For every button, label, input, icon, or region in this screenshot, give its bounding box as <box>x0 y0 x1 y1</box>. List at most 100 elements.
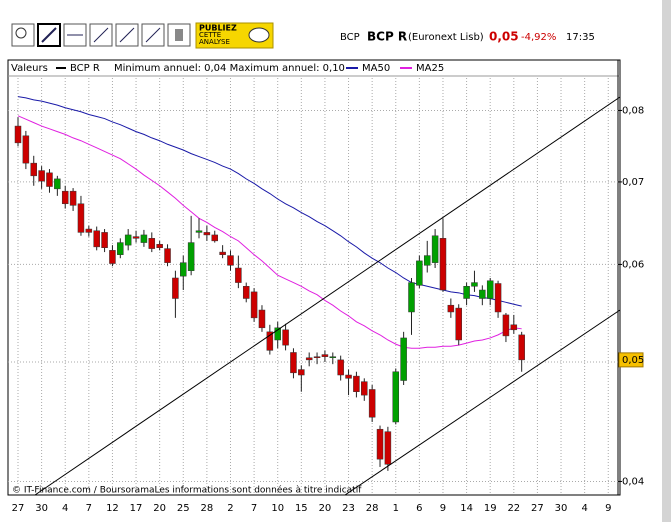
candle-body <box>148 238 156 249</box>
candle-body <box>124 234 132 246</box>
icon <box>119 27 135 43</box>
candle-body <box>227 255 234 266</box>
candle-body <box>345 374 352 379</box>
x-tick-label: 7 <box>86 503 92 514</box>
candle-body <box>471 282 478 287</box>
last-price: 0,05 <box>489 30 519 44</box>
zoom-tool[interactable] <box>11 23 35 47</box>
candle-body <box>423 255 431 266</box>
x-tick-label: 9 <box>440 503 446 514</box>
x-tick-label: 9 <box>605 503 611 514</box>
candle-body <box>132 236 140 239</box>
market: (Euronext Lisb) <box>408 32 484 43</box>
candle-body <box>211 234 218 242</box>
x-tick-label: 19 <box>484 503 497 514</box>
x-tick-label: 4 <box>581 503 587 514</box>
x-tick-label: 28 <box>201 503 214 514</box>
button-text: CETTE <box>199 31 221 39</box>
candle-body <box>203 232 211 236</box>
candle-body <box>61 190 69 205</box>
candle-body <box>187 242 195 271</box>
x-tick-label: 4 <box>62 503 68 514</box>
last-price-label: 0,05 <box>622 355 644 366</box>
button-text: PUBLIEZ <box>199 24 237 33</box>
symbol: BCP <box>340 32 360 43</box>
icon <box>93 27 109 43</box>
candle-body <box>250 291 258 319</box>
x-tick-label: 25 <box>177 503 190 514</box>
x-tick-label: 20 <box>153 503 166 514</box>
candle-body <box>85 228 93 233</box>
legend-entry: BCP R <box>70 63 100 74</box>
candle-body <box>416 260 423 286</box>
candle-body <box>101 232 108 248</box>
candle-body <box>431 235 439 263</box>
candle-body <box>353 375 360 392</box>
legend-entry: MA50 <box>362 63 390 74</box>
candle-body <box>30 162 37 177</box>
trend-line <box>34 96 621 496</box>
candle-body <box>274 327 281 341</box>
candle-body <box>258 309 266 329</box>
icon <box>248 27 270 43</box>
x-tick-label: 7 <box>251 503 257 514</box>
x-tick-label: 27 <box>531 503 544 514</box>
candle-body <box>518 334 525 361</box>
candle-body <box>392 371 400 423</box>
candle-body <box>219 251 226 255</box>
candle-body <box>510 324 518 331</box>
candle-body <box>368 389 376 418</box>
candle-body <box>361 381 368 396</box>
candle-body <box>502 314 510 337</box>
candle-body <box>321 354 329 357</box>
x-tick-label: 22 <box>507 503 520 514</box>
legend-entry: MA25 <box>416 63 444 74</box>
candle-body <box>305 357 313 361</box>
legend-label: Valeurs <box>11 63 48 74</box>
candle-body <box>14 125 22 144</box>
last-price-box <box>618 352 644 368</box>
candle-body <box>400 337 407 381</box>
footer-note: © IT-Finance.com / BoursoramaLes informa… <box>12 485 362 496</box>
candle-body <box>195 230 203 233</box>
candle-body <box>479 289 486 299</box>
button-text: ANALYSE <box>199 38 230 46</box>
ma-line <box>17 115 522 349</box>
candle-body <box>282 329 289 346</box>
x-tick-label: 6 <box>416 503 422 514</box>
icon <box>41 27 57 43</box>
x-tick-label: 12 <box>106 503 119 514</box>
x-tick-label: 15 <box>295 503 308 514</box>
candle-body <box>463 286 470 299</box>
candle-body <box>298 369 305 376</box>
candle-body <box>494 283 502 313</box>
y-tick-label: 0,06 <box>622 259 644 270</box>
y-tick-label: 0,07 <box>622 177 644 188</box>
candle-body <box>408 282 415 313</box>
candle-body <box>172 277 179 299</box>
icon <box>145 27 161 43</box>
candle-body <box>54 178 61 190</box>
y-tick-label: 0,08 <box>622 105 644 116</box>
stock-name: BCP R <box>367 30 407 44</box>
candle-body <box>242 286 250 299</box>
icon <box>175 29 183 41</box>
change: -4,92% <box>521 32 556 43</box>
candle-body <box>290 352 297 374</box>
time: 17:35 <box>566 32 595 43</box>
candle-body <box>313 356 321 358</box>
candle-body <box>180 262 187 277</box>
toolbar: PUBLIEZ CETTE ANALYSE BCP BCP R (Euronex… <box>11 22 595 49</box>
x-tick-label: 20 <box>319 503 332 514</box>
candle-body <box>384 431 392 465</box>
candle-body <box>164 248 171 263</box>
x-tick-label: 30 <box>555 503 568 514</box>
candle-body <box>93 230 100 248</box>
x-tick-label: 27 <box>12 503 25 514</box>
candle-body <box>235 267 242 283</box>
candle-body <box>38 170 45 182</box>
scroll-edge <box>662 0 671 522</box>
candle-body <box>486 280 494 299</box>
x-tick-label: 28 <box>366 503 379 514</box>
x-tick-label: 30 <box>35 503 48 514</box>
